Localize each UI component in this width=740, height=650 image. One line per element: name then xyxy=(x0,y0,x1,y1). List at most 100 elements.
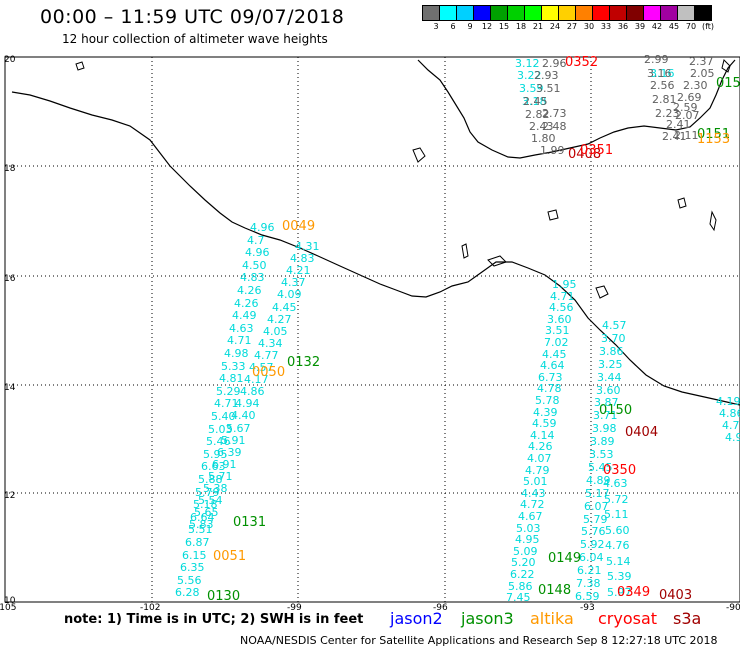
wave-label: 6.73 xyxy=(538,371,563,384)
wave-label: 5.29 xyxy=(216,385,241,398)
wave-label: 4.79 xyxy=(525,464,550,477)
wave-label: 5.01 xyxy=(523,475,548,488)
wave-label: 1.95 xyxy=(552,278,577,291)
legend-swatch xyxy=(661,6,678,20)
wave-label: 5.60 xyxy=(605,524,630,537)
wave-label: 4.83 xyxy=(290,252,315,265)
wave-label: 7.45 xyxy=(506,591,531,604)
legend-label: 42 xyxy=(651,22,663,31)
wave-label: 4.94 xyxy=(235,397,260,410)
wave-label: 7.02 xyxy=(544,336,569,349)
lon-label: -96 xyxy=(433,603,448,613)
wave-label: 5.18 xyxy=(193,498,218,511)
wave-label: 3.51 xyxy=(545,324,570,337)
satellite-jason3: jason3 xyxy=(461,609,514,628)
wave-label: 4.07 xyxy=(527,452,552,465)
wave-label: 4.81 xyxy=(219,372,244,385)
wave-label-gray: 2.82 xyxy=(525,108,550,121)
pass-time-label: 0349 xyxy=(617,585,651,600)
wave-label: 5.78 xyxy=(535,394,560,407)
legend-swatch xyxy=(559,6,576,20)
wave-label: 5.45 xyxy=(588,461,613,474)
wave-label: 4.40 xyxy=(231,409,256,422)
legend-swatch xyxy=(474,6,491,20)
pass-time-label: 0049 xyxy=(282,219,316,234)
wave-label: 6.07 xyxy=(584,500,609,513)
legend-label: 33 xyxy=(600,22,612,31)
wave-label: 6.22 xyxy=(510,568,535,581)
pass-time-label: 0150 xyxy=(599,403,633,418)
wave-label: 6.63 xyxy=(201,460,226,473)
wave-label-gray: 2.30 xyxy=(683,79,708,92)
wave-label: 4.74 xyxy=(722,419,740,432)
wave-label: 4.72 xyxy=(520,498,545,511)
wave-label: 3.12 xyxy=(515,57,540,70)
pass-time-label: 0132 xyxy=(287,355,321,370)
wave-label-gray: 2.99 xyxy=(644,53,669,66)
lon-label: -102 xyxy=(140,603,161,613)
wave-label: 5.97 xyxy=(607,586,632,599)
legend-label: 70 xyxy=(685,22,697,31)
wave-label: 5.54 xyxy=(198,494,223,507)
wave-label: 4.71 xyxy=(214,397,239,410)
wave-label: 5.95 xyxy=(203,448,228,461)
wave-label: 5.88 xyxy=(198,473,223,486)
wave-label-gray: 2.43 xyxy=(529,120,554,133)
legend-label: 21 xyxy=(532,22,544,31)
wave-label: 4.71 xyxy=(550,290,575,303)
legend-label: 6 xyxy=(450,22,456,31)
wave-label-gray: 2.93 xyxy=(534,69,559,82)
wave-label: 4.37 xyxy=(281,276,306,289)
wave-label: 5.92 xyxy=(580,538,605,551)
wave-label: 3.18 xyxy=(522,95,547,108)
wave-label: 7.38 xyxy=(576,577,601,590)
wave-label: 4.56 xyxy=(549,301,574,314)
wave-label: 5.67 xyxy=(226,422,251,435)
wave-label: 4.34 xyxy=(258,337,283,350)
satellite-altika: altika xyxy=(530,609,574,628)
pass-time-label: 0050 xyxy=(252,365,286,380)
legend-swatch xyxy=(644,6,661,20)
wave-label: 4.63 xyxy=(603,477,628,490)
wave-label: 4.98 xyxy=(224,347,249,360)
lon-label: -99 xyxy=(287,603,302,613)
wave-label: 5.71 xyxy=(208,470,233,483)
legend-swatch xyxy=(678,6,695,20)
wave-label-gray: 1.80 xyxy=(531,132,556,145)
pass-time-label: 0404 xyxy=(625,425,659,440)
wave-label: 6.28 xyxy=(175,586,200,599)
wave-label: 3.71 xyxy=(593,409,618,422)
wave-label: 4.26 xyxy=(528,440,553,453)
wave-label: 4.86 xyxy=(719,407,740,420)
wave-label-gray: 2.45 xyxy=(523,95,548,108)
wave-label-gray: 3.51 xyxy=(536,82,561,95)
wave-label: 4.95 xyxy=(515,533,540,546)
wave-label: 3.53 xyxy=(589,448,614,461)
wave-label: 5.38 xyxy=(203,482,228,495)
pass-time-label: 0131 xyxy=(233,515,267,530)
wave-label: 5.65 xyxy=(194,506,219,519)
pass-time-label: 0408 xyxy=(568,147,602,162)
wave-label: 4.7 xyxy=(247,234,265,247)
wave-label: 3.86 xyxy=(599,345,624,358)
wave-label: 3.44 xyxy=(597,371,622,384)
legend-label: 39 xyxy=(634,22,646,31)
wave-label: 4.89 xyxy=(586,474,611,487)
wave-label: 6.21 xyxy=(577,564,602,577)
wave-label: 6.87 xyxy=(185,536,210,549)
wave-label-gray: 3.16 xyxy=(647,67,672,80)
legend-swatch xyxy=(440,6,457,20)
legend-swatch xyxy=(457,6,474,20)
wave-label: 3.22 xyxy=(517,69,542,82)
wave-label-gray: 2.41 xyxy=(666,118,691,131)
wave-label: 4.77 xyxy=(254,349,279,362)
legend-swatch xyxy=(627,6,644,20)
legend-label: 3 xyxy=(433,22,439,31)
wave-label: 4.67 xyxy=(518,510,543,523)
wave-label: 5.14 xyxy=(606,555,631,568)
wave-label: 5.03 xyxy=(208,423,233,436)
wave-label: 5.56 xyxy=(177,574,202,587)
wave-label: 4.26 xyxy=(234,297,259,310)
